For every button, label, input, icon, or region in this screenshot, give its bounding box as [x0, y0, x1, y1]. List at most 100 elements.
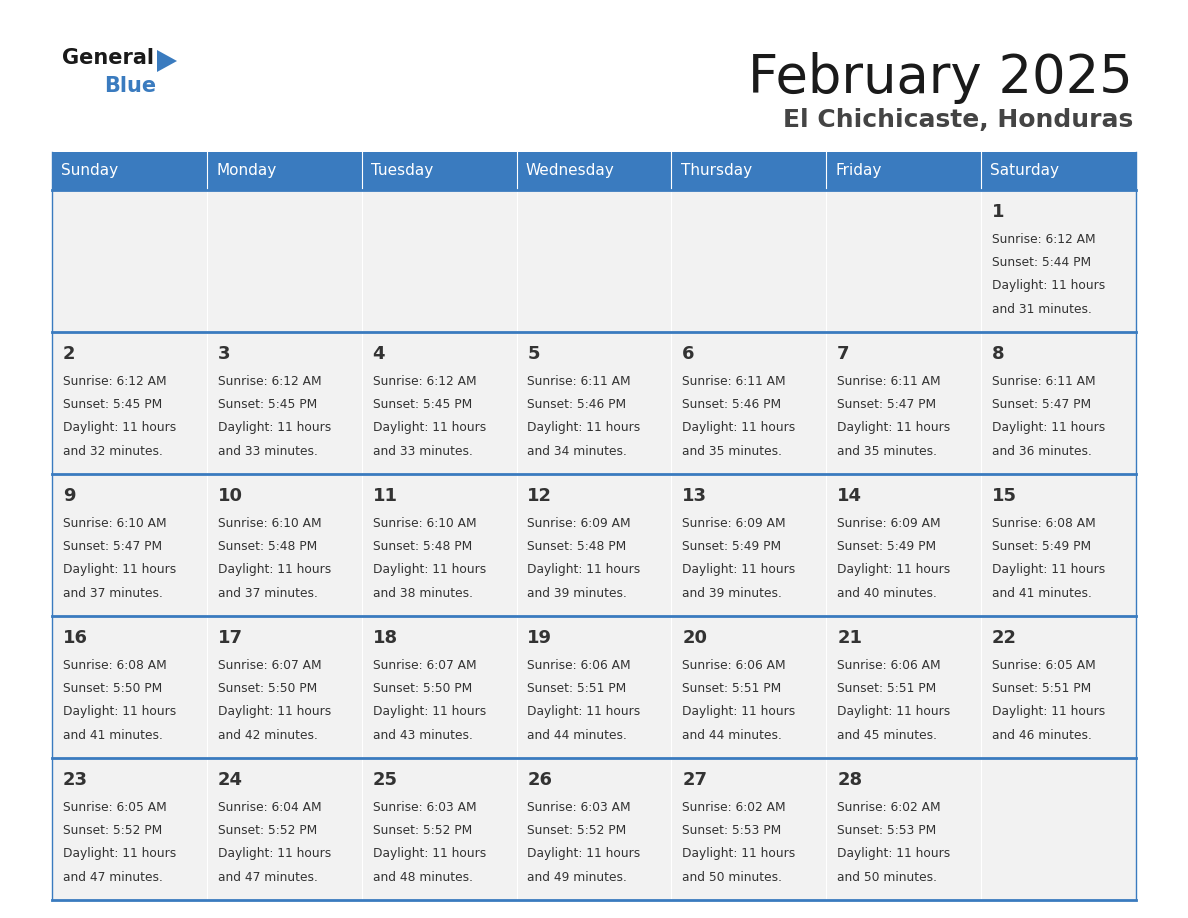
Bar [981, 190, 1136, 332]
Text: Sunrise: 6:09 AM: Sunrise: 6:09 AM [682, 517, 786, 530]
Text: and 33 minutes.: and 33 minutes. [373, 445, 473, 458]
Text: 27: 27 [682, 771, 707, 789]
Bar [361, 758, 517, 900]
Text: Daylight: 11 hours: Daylight: 11 hours [682, 421, 796, 434]
Text: 5: 5 [527, 345, 539, 363]
Text: Daylight: 11 hours: Daylight: 11 hours [838, 564, 950, 577]
Bar [207, 152, 361, 190]
Bar [517, 474, 671, 616]
Text: Sunrise: 6:12 AM: Sunrise: 6:12 AM [992, 232, 1095, 246]
Bar [361, 474, 517, 616]
Text: Blue: Blue [105, 76, 156, 96]
Text: Sunset: 5:44 PM: Sunset: 5:44 PM [992, 256, 1091, 269]
Bar [981, 758, 1136, 900]
Text: Daylight: 11 hours: Daylight: 11 hours [838, 847, 950, 860]
Text: 19: 19 [527, 629, 552, 647]
Text: Wednesday: Wednesday [526, 163, 614, 178]
Text: Sunset: 5:51 PM: Sunset: 5:51 PM [682, 682, 782, 695]
Text: Sunrise: 6:02 AM: Sunrise: 6:02 AM [682, 800, 786, 813]
Text: Sunday: Sunday [62, 163, 119, 178]
Text: Sunset: 5:50 PM: Sunset: 5:50 PM [373, 682, 472, 695]
Text: and 49 minutes.: and 49 minutes. [527, 871, 627, 884]
Text: Daylight: 11 hours: Daylight: 11 hours [63, 847, 176, 860]
Text: and 40 minutes.: and 40 minutes. [838, 587, 937, 599]
Text: and 39 minutes.: and 39 minutes. [527, 587, 627, 599]
Text: Daylight: 11 hours: Daylight: 11 hours [682, 847, 796, 860]
Bar [827, 474, 981, 616]
Text: Sunrise: 6:06 AM: Sunrise: 6:06 AM [838, 658, 941, 672]
Bar [981, 152, 1136, 190]
Text: February 2025: February 2025 [748, 52, 1133, 104]
Polygon shape [157, 50, 177, 72]
Text: Sunrise: 6:09 AM: Sunrise: 6:09 AM [838, 517, 941, 530]
Text: Sunrise: 6:11 AM: Sunrise: 6:11 AM [838, 375, 941, 387]
Bar [981, 332, 1136, 474]
Text: and 41 minutes.: and 41 minutes. [63, 729, 163, 742]
Text: 11: 11 [373, 487, 398, 505]
Bar [671, 332, 827, 474]
Text: Sunset: 5:49 PM: Sunset: 5:49 PM [838, 540, 936, 553]
Text: and 31 minutes.: and 31 minutes. [992, 303, 1092, 316]
Bar [207, 332, 361, 474]
Text: Sunset: 5:45 PM: Sunset: 5:45 PM [63, 398, 162, 411]
Text: Thursday: Thursday [681, 163, 752, 178]
Bar [361, 616, 517, 758]
Text: Sunset: 5:51 PM: Sunset: 5:51 PM [992, 682, 1092, 695]
Text: Sunset: 5:48 PM: Sunset: 5:48 PM [527, 540, 626, 553]
Text: 13: 13 [682, 487, 707, 505]
Text: and 41 minutes.: and 41 minutes. [992, 587, 1092, 599]
Text: and 38 minutes.: and 38 minutes. [373, 587, 473, 599]
Text: and 50 minutes.: and 50 minutes. [838, 871, 937, 884]
Text: Tuesday: Tuesday [371, 163, 434, 178]
Text: Daylight: 11 hours: Daylight: 11 hours [373, 421, 486, 434]
Text: 22: 22 [992, 629, 1017, 647]
Bar [517, 616, 671, 758]
Bar [52, 474, 207, 616]
Text: and 35 minutes.: and 35 minutes. [838, 445, 937, 458]
Bar [517, 152, 671, 190]
Bar [671, 152, 827, 190]
Text: Sunrise: 6:07 AM: Sunrise: 6:07 AM [217, 658, 321, 672]
Text: Sunset: 5:51 PM: Sunset: 5:51 PM [527, 682, 626, 695]
Text: 7: 7 [838, 345, 849, 363]
Text: Daylight: 11 hours: Daylight: 11 hours [838, 421, 950, 434]
Text: El Chichicaste, Honduras: El Chichicaste, Honduras [783, 108, 1133, 132]
Text: 12: 12 [527, 487, 552, 505]
Bar [671, 758, 827, 900]
Text: Sunrise: 6:10 AM: Sunrise: 6:10 AM [217, 517, 321, 530]
Text: 10: 10 [217, 487, 242, 505]
Text: and 46 minutes.: and 46 minutes. [992, 729, 1092, 742]
Bar [361, 190, 517, 332]
Text: Daylight: 11 hours: Daylight: 11 hours [217, 564, 331, 577]
Text: 3: 3 [217, 345, 230, 363]
Text: and 43 minutes.: and 43 minutes. [373, 729, 473, 742]
Text: 21: 21 [838, 629, 862, 647]
Text: and 37 minutes.: and 37 minutes. [217, 587, 317, 599]
Text: Sunset: 5:49 PM: Sunset: 5:49 PM [682, 540, 782, 553]
Text: and 44 minutes.: and 44 minutes. [682, 729, 782, 742]
Text: Sunrise: 6:11 AM: Sunrise: 6:11 AM [527, 375, 631, 387]
Text: Sunrise: 6:12 AM: Sunrise: 6:12 AM [217, 375, 321, 387]
Text: Daylight: 11 hours: Daylight: 11 hours [527, 847, 640, 860]
Text: Sunrise: 6:07 AM: Sunrise: 6:07 AM [373, 658, 476, 672]
Text: and 45 minutes.: and 45 minutes. [838, 729, 937, 742]
Text: Sunrise: 6:02 AM: Sunrise: 6:02 AM [838, 800, 941, 813]
Bar [981, 616, 1136, 758]
Text: Daylight: 11 hours: Daylight: 11 hours [992, 279, 1105, 293]
Bar [361, 332, 517, 474]
Text: Daylight: 11 hours: Daylight: 11 hours [992, 564, 1105, 577]
Text: Sunrise: 6:12 AM: Sunrise: 6:12 AM [373, 375, 476, 387]
Text: Sunrise: 6:12 AM: Sunrise: 6:12 AM [63, 375, 166, 387]
Text: Sunrise: 6:08 AM: Sunrise: 6:08 AM [63, 658, 166, 672]
Text: General: General [62, 48, 154, 68]
Text: Daylight: 11 hours: Daylight: 11 hours [682, 705, 796, 719]
Text: Monday: Monday [216, 163, 277, 178]
Text: and 39 minutes.: and 39 minutes. [682, 587, 782, 599]
Text: Sunset: 5:51 PM: Sunset: 5:51 PM [838, 682, 936, 695]
Bar [827, 758, 981, 900]
Bar [827, 190, 981, 332]
Bar [207, 616, 361, 758]
Text: Daylight: 11 hours: Daylight: 11 hours [373, 705, 486, 719]
Text: Sunset: 5:52 PM: Sunset: 5:52 PM [63, 824, 162, 837]
Text: Sunset: 5:52 PM: Sunset: 5:52 PM [373, 824, 472, 837]
